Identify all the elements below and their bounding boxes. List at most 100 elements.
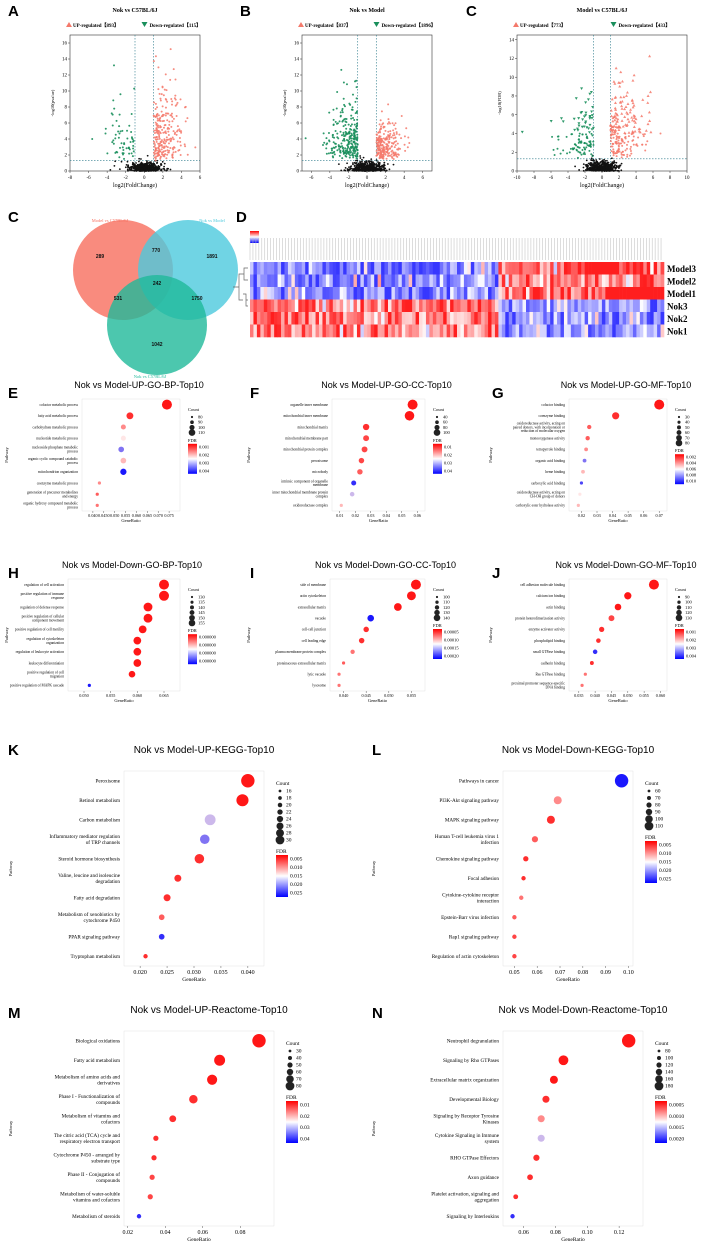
- heatmap-cell: [601, 274, 606, 288]
- up-point: [394, 144, 397, 147]
- heatmap-cell: [263, 324, 268, 338]
- count-legend-bubble: [675, 614, 683, 622]
- heatmap-cell: [626, 287, 630, 300]
- heatmap-row-label: Model2: [667, 277, 696, 287]
- bubble-point: [241, 774, 255, 788]
- ns-point: [150, 166, 153, 169]
- heatmap-cell: [550, 287, 554, 300]
- down-regulated-label: Down-regulated【1896】: [382, 23, 436, 29]
- count-legend-label: 60: [296, 1070, 302, 1076]
- down-point: [549, 119, 553, 123]
- heatmap-cell: [467, 262, 472, 275]
- down-point: [355, 157, 358, 160]
- venn-region-count: 531: [114, 296, 123, 302]
- heatmap-cell: [557, 287, 561, 300]
- down-point: [591, 105, 595, 109]
- up-point: [378, 154, 381, 157]
- heatmap-cell: [419, 299, 423, 313]
- heatmap-cell: [291, 274, 296, 288]
- heatmap-cell: [284, 299, 289, 313]
- down-point: [353, 136, 356, 139]
- category-label: actin cytoskeleton: [300, 594, 326, 598]
- heatmap-cell: [577, 262, 582, 275]
- up-point: [394, 153, 397, 156]
- up-point: [388, 152, 391, 155]
- volcano-title: Nok vs C57BL/6J: [112, 8, 157, 14]
- ns-point: [371, 168, 374, 171]
- up-point: [620, 151, 623, 154]
- heatmap-cell: [370, 274, 375, 288]
- heatmap-cell: [401, 312, 406, 325]
- ns-point: [129, 166, 132, 169]
- down-point: [577, 141, 580, 144]
- up-point: [155, 140, 158, 143]
- up-point: [389, 132, 392, 135]
- category-label: Focal adhesion: [468, 876, 500, 882]
- down-point: [349, 103, 352, 106]
- heatmap-cell: [543, 299, 547, 313]
- heatmap-cell: [356, 312, 361, 325]
- heatmap-cell: [591, 299, 596, 313]
- heatmap-cell: [546, 299, 551, 313]
- ns-point: [138, 160, 140, 163]
- down-point: [130, 130, 133, 133]
- heatmap-cell: [260, 287, 265, 300]
- up-regulated-label: UP-regulated【837】: [305, 23, 351, 29]
- heatmap-cell: [443, 262, 447, 275]
- ns-point: [352, 167, 354, 170]
- down-point: [582, 146, 585, 149]
- y-axis-label: Pathway: [371, 860, 376, 876]
- down-point: [353, 131, 356, 134]
- heatmap-cell: [639, 324, 644, 338]
- heatmap-cell: [332, 274, 337, 288]
- up-point: [159, 150, 162, 153]
- heatmap-cell: [501, 262, 506, 275]
- heatmap-cell: [308, 262, 313, 275]
- heatmap-cell: [539, 274, 544, 288]
- heatmap-cell: [356, 299, 361, 313]
- down-point: [342, 150, 345, 153]
- ns-point: [353, 164, 356, 167]
- ns-point: [367, 160, 370, 163]
- up-point: [613, 130, 617, 133]
- heatmap-cell: [325, 274, 330, 288]
- heatmap-cell: [301, 287, 306, 300]
- category-label: monooxygenase activity: [530, 436, 565, 440]
- heatmap-cell: [270, 262, 275, 275]
- heatmap-cell: [394, 312, 399, 325]
- heatmap-cell: [429, 262, 434, 275]
- heatmap-cell: [419, 287, 423, 300]
- x-axis-label: GeneRatio: [608, 518, 628, 523]
- plot-frame: [502, 770, 634, 967]
- up-point: [167, 151, 170, 154]
- heatmap-cell: [260, 274, 265, 288]
- down-point: [331, 136, 334, 139]
- heatmap-cell: [508, 287, 513, 300]
- up-point: [157, 124, 160, 127]
- down-point: [111, 113, 114, 116]
- ns-point: [365, 168, 367, 171]
- down-point: [581, 149, 584, 152]
- heatmap-cell: [408, 287, 413, 300]
- heatmap-cell: [557, 324, 561, 338]
- up-point: [648, 119, 652, 122]
- x-tick-label: 0.07: [656, 513, 663, 518]
- heatmap-cell: [270, 274, 275, 288]
- heatmap-cell: [346, 312, 351, 325]
- heatmap-cell: [626, 324, 630, 338]
- y-tick-label: 6: [512, 113, 515, 118]
- down-point: [332, 141, 335, 144]
- down-point: [571, 147, 574, 150]
- x-tick-label: 0.07: [555, 970, 566, 976]
- up-point: [154, 102, 157, 105]
- heatmap-cell: [550, 274, 554, 288]
- heatmap-cell: [356, 262, 361, 275]
- up-point: [638, 130, 642, 134]
- up-point: [626, 155, 629, 158]
- up-point: [157, 142, 160, 145]
- heatmap-row-label: Model3: [667, 264, 696, 274]
- up-point: [617, 144, 620, 147]
- bubble-point: [523, 856, 529, 862]
- down-point: [589, 145, 592, 148]
